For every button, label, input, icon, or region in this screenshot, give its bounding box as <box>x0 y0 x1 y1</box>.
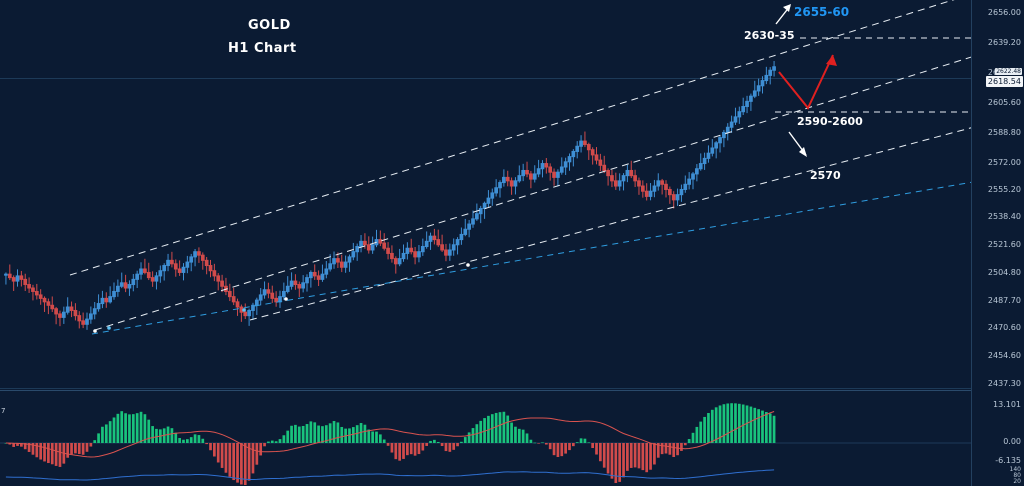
pivot-dot-2 <box>284 297 288 301</box>
price-tag-small: 2622.48 <box>995 68 1022 75</box>
macd-period-label: 7 <box>1 407 6 415</box>
macd-tick-high: 13.101 <box>993 400 1021 409</box>
macd-sub-tick-1: 80 <box>1013 472 1021 479</box>
target-arrow-line <box>775 5 791 25</box>
axis-tick-7: 2538.40 <box>987 212 1021 221</box>
annotation-support-2590-2600: 2590-2600 <box>797 115 863 128</box>
axis-tick-12: 2454.60 <box>987 351 1021 360</box>
macd-signal-line <box>5 411 775 458</box>
axis-tick-9: 2504.80 <box>987 268 1021 277</box>
annotation-support-2570: 2570 <box>810 169 841 182</box>
macd-tick-zero: 0.00 <box>1003 437 1021 446</box>
axis-tick-6: 2555.20 <box>987 185 1021 194</box>
gridline-2622 <box>0 78 972 79</box>
channel-lower-line <box>249 117 1009 321</box>
price-axis: 2656.00 2639.20 2622.40 2605.60 2588.80 … <box>971 0 1024 486</box>
axis-tick-8: 2521.60 <box>987 240 1021 249</box>
axis-tick-1: 2639.20 <box>987 38 1021 47</box>
channel-mid-line <box>94 44 1011 331</box>
pivot-dot-3 <box>466 263 470 267</box>
target-arrow-head <box>783 4 791 12</box>
axis-tick-10: 2487.70 <box>987 296 1021 305</box>
pivot-dot-5 <box>242 308 246 312</box>
support-arrow-line <box>788 131 807 156</box>
axis-tick-4: 2588.80 <box>987 128 1021 137</box>
price-panel: GOLD H1 Chart 2655-60 2630-35 2590-2600 … <box>0 0 1011 389</box>
macd-tick-low: -6.135 <box>995 456 1021 465</box>
macd-panel: 7 <box>0 390 1024 486</box>
axis-tick-0: 2656.00 <box>987 8 1021 17</box>
axis-tick-3: 2605.60 <box>987 98 1021 107</box>
pivot-dot-1 <box>93 329 97 333</box>
forecast-arrow-head <box>826 55 837 66</box>
support-arrow-head <box>799 147 807 157</box>
pivot-dot-4 <box>107 326 111 330</box>
axis-tick-13: 2437.30 <box>987 379 1021 388</box>
macd-sub-tick-0: 140 <box>1009 466 1021 473</box>
macd-sub-tick-2: 20 <box>1013 478 1021 485</box>
blue-support-line <box>91 175 1009 335</box>
gridline-bottom <box>0 388 972 389</box>
chart-subtitle: H1 Chart <box>228 41 297 56</box>
axis-tick-5: 2572.00 <box>987 158 1021 167</box>
forecast-path <box>778 54 834 110</box>
macd-sub-line <box>5 469 775 481</box>
channel-upper-line <box>69 0 955 276</box>
chart-title: GOLD <box>248 18 291 33</box>
annotation-resistance-2630: 2630-35 <box>744 29 795 42</box>
axis-tick-11: 2470.60 <box>987 323 1021 332</box>
annotation-target-2655: 2655-60 <box>794 5 850 19</box>
current-price-tag: 2618.54 <box>985 76 1023 87</box>
macd-series-svg <box>0 403 972 485</box>
